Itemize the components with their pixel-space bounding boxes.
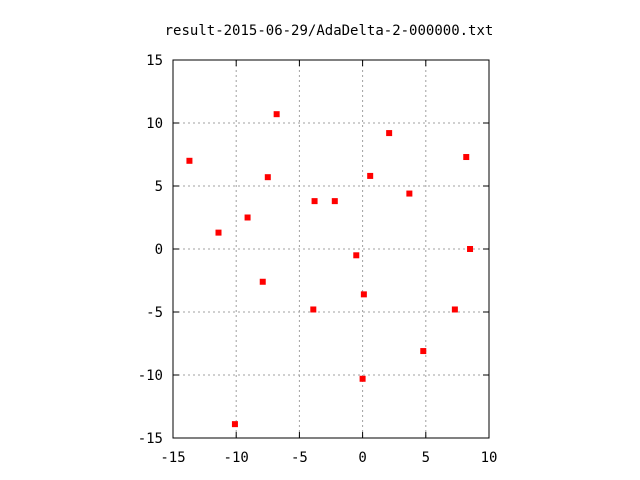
data-point [386, 130, 393, 137]
y-tick-label: -15 [138, 431, 163, 447]
data-point [310, 306, 317, 313]
x-tick-label: -10 [224, 450, 249, 466]
data-point [360, 291, 367, 298]
chart-title: result-2015-06-29/AdaDelta-2-000000.txt [165, 23, 494, 39]
data-point [264, 174, 271, 181]
data-point [331, 198, 338, 205]
data-point [215, 229, 222, 236]
data-point [231, 421, 238, 428]
grid [173, 60, 489, 438]
y-tick-label: -10 [138, 368, 163, 384]
y-axis-tick-labels: -15 -10 -5 0 5 10 15 [138, 53, 163, 447]
x-axis-tick-labels: -15 -10 -5 0 5 10 [160, 450, 497, 466]
data-point [353, 252, 360, 259]
data-point [367, 172, 374, 179]
plot-frame [172, 59, 490, 439]
y-tick-label: 10 [146, 116, 163, 132]
data-point [273, 111, 280, 118]
data-point [451, 306, 458, 313]
y-tick-label: 0 [155, 242, 163, 258]
data-point [311, 198, 318, 205]
y-tick-label: -5 [146, 305, 163, 321]
data-point [463, 154, 470, 161]
data-point [420, 348, 427, 355]
y-tick-label: 5 [155, 179, 163, 195]
data-points [186, 111, 474, 428]
x-tick-label: -5 [291, 450, 308, 466]
data-point [259, 278, 266, 285]
data-point [406, 190, 413, 197]
x-tick-label: -15 [160, 450, 185, 466]
data-point [244, 214, 251, 221]
y-tick-label: 15 [146, 53, 163, 69]
x-tick-label: 5 [422, 450, 430, 466]
data-point [467, 246, 474, 252]
data-point [359, 375, 366, 382]
x-tick-label: 0 [358, 450, 366, 466]
x-tick-label: 10 [481, 450, 498, 466]
data-point [186, 157, 193, 164]
axis-ticks [172, 59, 490, 439]
